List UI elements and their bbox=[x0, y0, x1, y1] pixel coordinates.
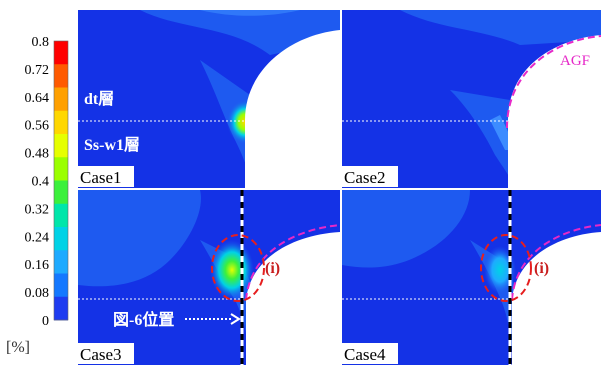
colorbar-tick-label: 0.32 bbox=[25, 202, 50, 217]
colorbar-cell bbox=[54, 296, 68, 321]
colorbar-cell bbox=[54, 273, 68, 298]
case-label: Case3 bbox=[80, 345, 122, 364]
position-label: 図-6位置 bbox=[113, 310, 174, 329]
case-label-box bbox=[342, 166, 398, 187]
colorbar-cell bbox=[54, 87, 68, 112]
colorbar: 0.8 0.72 0.64 0.56 0.48 0.4 0.32 0.24 0.16 0.08 0 bbox=[25, 35, 69, 329]
marker-circle bbox=[211, 234, 265, 302]
panel-case4 bbox=[342, 190, 601, 365]
colorbar-tick-label: 0.64 bbox=[25, 91, 50, 106]
colorbar-cell bbox=[54, 227, 68, 251]
marker-circle bbox=[480, 234, 532, 302]
case-label: Case4 bbox=[344, 345, 386, 364]
colorbar-cell bbox=[54, 64, 68, 88]
position-arrow-head bbox=[230, 313, 241, 325]
panel-case3 bbox=[78, 190, 340, 365]
colorbar-cell bbox=[54, 203, 68, 228]
colorbar-cell bbox=[54, 134, 68, 158]
colorbar-cell bbox=[54, 180, 68, 205]
colorbar-cell bbox=[54, 250, 68, 274]
colorbar-tick-label: 0.16 bbox=[25, 258, 50, 273]
colorbar-frame bbox=[53, 40, 69, 321]
colorbar-tick-label: 0.8 bbox=[32, 35, 50, 50]
colorbar-cell bbox=[54, 110, 68, 135]
colorbar-tick-label: 0.4 bbox=[32, 175, 50, 190]
case-label-box bbox=[78, 343, 134, 364]
marker-label: (i) bbox=[534, 260, 549, 277]
panel-case1 bbox=[78, 10, 340, 188]
colorbar-tick-label: 0.08 bbox=[25, 286, 50, 301]
case-label: Case1 bbox=[80, 168, 122, 187]
case-label-box bbox=[342, 343, 398, 364]
colorbar-tick-label: 0.24 bbox=[25, 230, 50, 245]
colorbar-cell bbox=[54, 41, 68, 65]
marker-label: (i) bbox=[265, 260, 280, 277]
colorbar-unit: [%] bbox=[6, 339, 30, 356]
case-label-box bbox=[78, 166, 134, 187]
colorbar-tick-label: 0.56 bbox=[25, 119, 50, 134]
colorbar-tick-label: 0.48 bbox=[25, 147, 50, 162]
agf-label: AGF bbox=[560, 53, 590, 69]
colorbar-tick-label: 0 bbox=[42, 314, 49, 329]
case-label: Case2 bbox=[344, 168, 386, 187]
colorbar-tick-label: 0.72 bbox=[25, 63, 50, 78]
layer-label-ss-w1: Ss-w1層 bbox=[84, 136, 140, 154]
colorbar-cell bbox=[54, 157, 68, 181]
layer-label-dt: dt層 bbox=[84, 90, 114, 108]
panel-case2 bbox=[342, 10, 601, 188]
